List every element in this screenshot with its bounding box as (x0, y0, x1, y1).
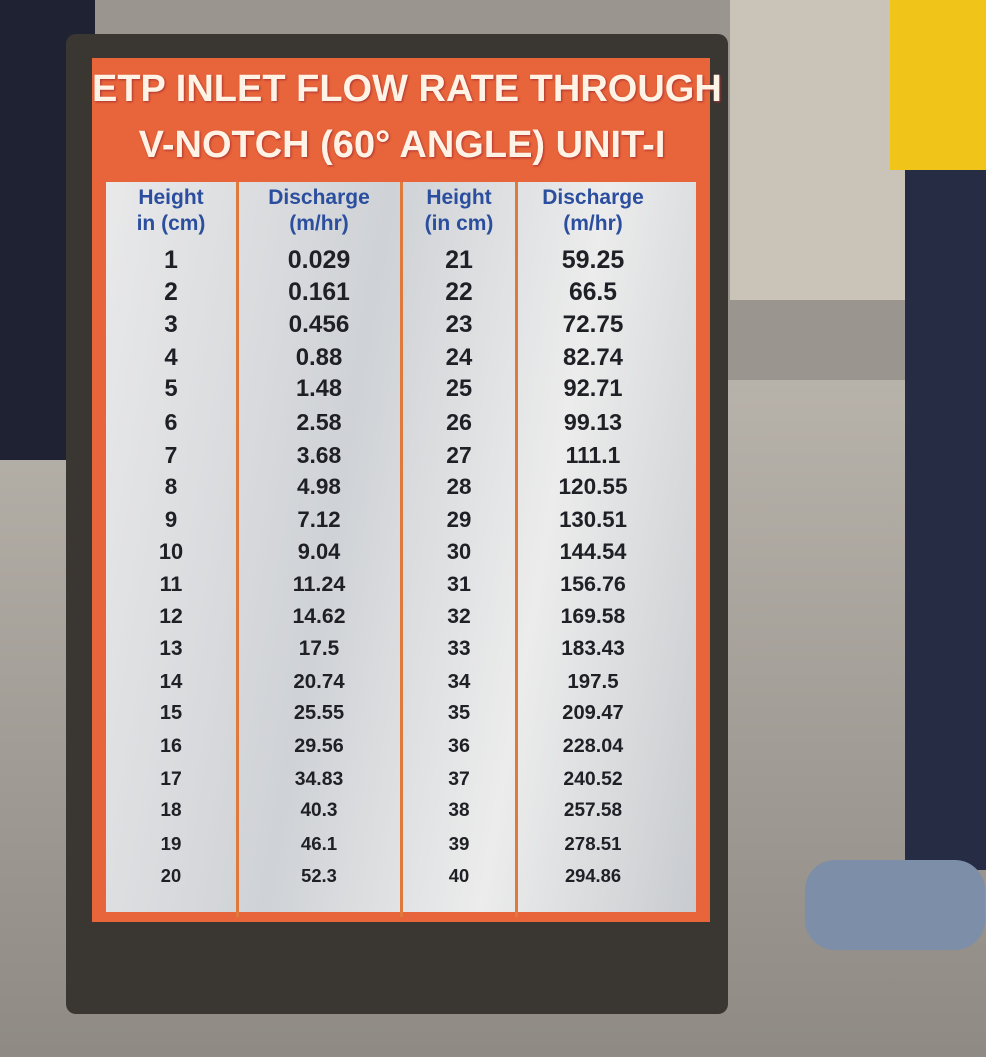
table-cell: 5 (106, 376, 236, 403)
table-cell: 0.456 (238, 311, 400, 339)
table-cell: 11 (106, 572, 236, 597)
table-cell: 3 (106, 311, 236, 339)
table-cell: 33 (403, 637, 515, 661)
column-header: Discharge (518, 186, 668, 210)
table-cell: 18 (106, 800, 236, 822)
column-header: Height (403, 186, 515, 210)
table-cell: 27 (403, 442, 515, 469)
table-cell: 82.74 (518, 344, 668, 372)
column-header: (m/hr) (238, 212, 400, 236)
table-cell: 52.3 (238, 865, 400, 887)
table-cell: 92.71 (518, 376, 668, 403)
table-cell: 37 (403, 768, 515, 791)
table-cell: 4.98 (238, 474, 400, 500)
table-cell: 28 (403, 474, 515, 500)
table-cell: 29 (403, 507, 515, 533)
column-header: Height (106, 186, 236, 210)
table-cell: 130.51 (518, 507, 668, 533)
table-cell: 6 (106, 409, 236, 436)
table-cell: 169.58 (518, 605, 668, 629)
table-cell: 120.55 (518, 474, 668, 500)
table-cell: 7 (106, 442, 236, 469)
table-cell: 144.54 (518, 539, 668, 565)
table-cell: 1.48 (238, 376, 400, 403)
table-cell: 35 (403, 702, 515, 725)
table-cell: 3.68 (238, 442, 400, 469)
table-cell: 4 (106, 344, 236, 372)
table-cell: 32 (403, 605, 515, 629)
table-cell: 12 (106, 605, 236, 629)
table-cell: 66.5 (518, 279, 668, 307)
table-cell: 7.12 (238, 507, 400, 533)
table-cell: 25.55 (238, 702, 400, 725)
table-cell: 24 (403, 344, 515, 372)
column-header: (m/hr) (518, 212, 668, 236)
shoe (805, 860, 985, 950)
sign-title: V-NOTCH (60° ANGLE) UNIT-I (92, 124, 712, 167)
table-cell: 14.62 (238, 605, 400, 629)
table-cell: 294.86 (518, 865, 668, 887)
table-cell: 99.13 (518, 409, 668, 436)
table-cell: 20 (106, 865, 236, 887)
table-cell: 40 (403, 865, 515, 887)
sign-title: ETP INLET FLOW RATE THROUGH (92, 68, 712, 111)
table-cell: 13 (106, 637, 236, 661)
table-cell: 22 (403, 279, 515, 307)
table-cell: 2.58 (238, 409, 400, 436)
table-cell: 72.75 (518, 311, 668, 339)
table-cell: 156.76 (518, 572, 668, 597)
table-cell: 40.3 (238, 800, 400, 822)
table-cell: 23 (403, 311, 515, 339)
table-cell: 29.56 (238, 735, 400, 758)
table-cell: 17 (106, 768, 236, 791)
table-cell: 2 (106, 279, 236, 307)
table-cell: 16 (106, 735, 236, 758)
table-cell: 19 (106, 833, 236, 855)
table-cell: 15 (106, 702, 236, 725)
table-cell: 38 (403, 800, 515, 822)
column-header: (in cm) (403, 212, 515, 236)
table-cell: 228.04 (518, 735, 668, 758)
table-cell: 21 (403, 246, 515, 275)
table-cell: 14 (106, 670, 236, 694)
table-cell: 9.04 (238, 539, 400, 565)
person-right (890, 0, 986, 170)
table-cell: 1 (106, 246, 236, 275)
table-cell: 59.25 (518, 246, 668, 275)
table-cell: 0.88 (238, 344, 400, 372)
table-cell: 39 (403, 833, 515, 855)
table-cell: 36 (403, 735, 515, 758)
column-header: Discharge (238, 186, 400, 210)
table-cell: 197.5 (518, 670, 668, 694)
wall (730, 0, 910, 300)
table-cell: 209.47 (518, 702, 668, 725)
table-cell: 240.52 (518, 768, 668, 791)
table-cell: 278.51 (518, 833, 668, 855)
table-cell: 8 (106, 474, 236, 500)
table-cell: 0.029 (238, 246, 400, 275)
table-cell: 257.58 (518, 800, 668, 822)
table-cell: 31 (403, 572, 515, 597)
table-cell: 25 (403, 376, 515, 403)
table-cell: 11.24 (238, 572, 400, 597)
table-cell: 30 (403, 539, 515, 565)
table-cell: 0.161 (238, 279, 400, 307)
column-header: in (cm) (106, 212, 236, 236)
person-right-legs (905, 170, 986, 870)
table-cell: 20.74 (238, 670, 400, 694)
table-cell: 183.43 (518, 637, 668, 661)
table-cell: 34.83 (238, 768, 400, 791)
table-cell: 26 (403, 409, 515, 436)
table-cell: 17.5 (238, 637, 400, 661)
table-cell: 111.1 (518, 442, 668, 469)
table-cell: 34 (403, 670, 515, 694)
table-cell: 10 (106, 539, 236, 565)
table-cell: 9 (106, 507, 236, 533)
table-cell: 46.1 (238, 833, 400, 855)
photo: ETP INLET FLOW RATE THROUGH V-NOTCH (60°… (0, 0, 986, 1057)
